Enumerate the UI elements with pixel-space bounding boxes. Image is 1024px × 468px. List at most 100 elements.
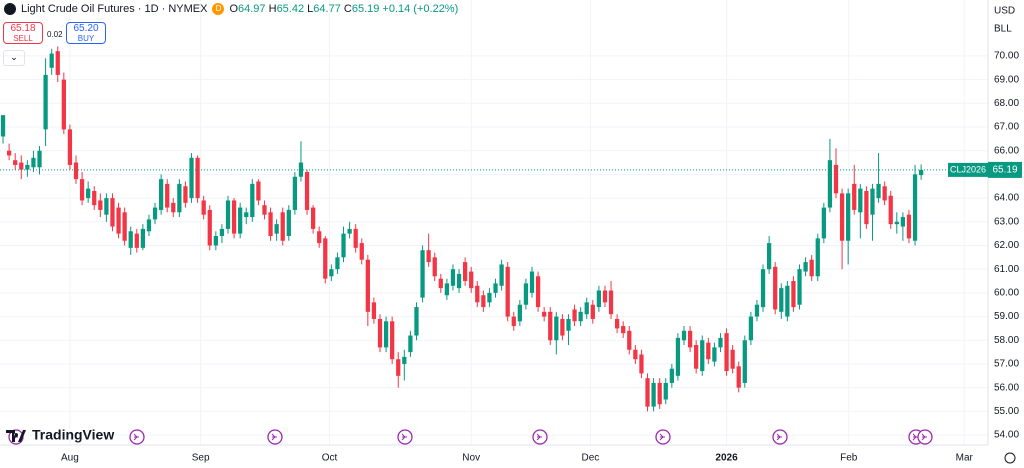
candle-body [499, 264, 504, 286]
candle-body [104, 198, 109, 215]
candle-body [882, 186, 887, 201]
candle-body [821, 207, 826, 239]
candle-body [152, 207, 158, 220]
candle-body [742, 340, 747, 383]
candle-body [590, 304, 595, 319]
candle-body [487, 292, 492, 303]
candle-body [213, 236, 218, 246]
candle-body [864, 190, 869, 225]
candle-body [19, 162, 24, 170]
x-tick-label: Mar [956, 453, 974, 464]
candle-body [438, 278, 443, 289]
candle-body [663, 382, 668, 400]
y-tick-label: 67.00 [994, 122, 1019, 133]
candle-body [858, 188, 863, 213]
candle-body [621, 326, 626, 334]
candle-body [6, 150, 12, 156]
candle-body [396, 359, 401, 376]
y-tick-label: 64.00 [994, 193, 1019, 204]
candle-body [55, 51, 60, 75]
candle-body [61, 79, 66, 130]
currency: USD [994, 6, 1015, 17]
sell-label: SELL [13, 34, 33, 43]
candle-body [219, 228, 225, 237]
buy-label: BUY [77, 34, 95, 43]
change: +0.14 (+0.22%) [382, 3, 459, 15]
candle-body [207, 209, 212, 246]
x-tick-label: 2026 [715, 453, 738, 464]
y-tick-label: 55.00 [994, 406, 1019, 417]
candle-body [225, 200, 231, 229]
event-arrow [536, 433, 542, 441]
candle-body [493, 283, 498, 293]
y-tick-label: 54.00 [994, 430, 1019, 441]
candle-body [292, 176, 298, 210]
candle-body [146, 219, 152, 232]
candle-body [687, 330, 693, 348]
candle-body [627, 330, 632, 350]
candle-body [304, 172, 310, 210]
event-arrow [401, 433, 407, 441]
candle-body [341, 233, 346, 258]
ohlc-value: 64.97 [238, 3, 266, 15]
candle-body [244, 212, 249, 218]
candle-body [262, 205, 267, 215]
candle-body [596, 290, 602, 308]
x-tick-label: Feb [840, 453, 858, 464]
candle-body [852, 183, 857, 210]
y-tick-label: 62.00 [994, 240, 1019, 251]
candle-body [809, 259, 814, 277]
candle-body [608, 290, 614, 315]
candle-body [158, 179, 164, 210]
candle-body [329, 269, 334, 277]
ohlc: O64.97 H65.42 L64.77 C65.19 +0.14 (+0.22… [229, 3, 458, 15]
candle-body [110, 198, 115, 227]
candle-body [323, 238, 328, 279]
candle-body [602, 290, 608, 303]
y-tick-label: 68.00 [994, 98, 1019, 109]
legend-header: Light Crude Oil Futures · 1D · NYMEX D O… [4, 3, 458, 15]
candle-body [231, 200, 237, 234]
candle-body [815, 238, 820, 277]
flag: D [212, 3, 225, 15]
sell-button[interactable]: 65.18 SELL [3, 22, 43, 44]
settings-icon[interactable] [1004, 452, 1016, 464]
candle-body [444, 283, 450, 296]
price-tag-price: 65.19 [992, 165, 1017, 176]
candle-body [274, 224, 279, 234]
candle-body [839, 193, 845, 241]
event-arrow [776, 433, 782, 441]
collapse-button[interactable]: ⌄ [3, 50, 25, 66]
candle-body [383, 321, 389, 348]
candle-body [797, 269, 802, 305]
candle-body [791, 281, 796, 308]
candle-body [79, 179, 85, 201]
y-tick-label: 58.00 [994, 335, 1019, 346]
event-arrow [133, 433, 139, 441]
candle-body [900, 217, 906, 227]
symbol-icon [4, 3, 16, 15]
candle-body [712, 347, 717, 362]
price-tag-symbol-bg [948, 162, 988, 177]
x-tick-label: Nov [462, 453, 480, 464]
candle-body [43, 74, 48, 130]
candle-body [456, 273, 462, 289]
candle-body [317, 231, 322, 244]
candle-body [633, 349, 638, 360]
x-tick-label: Sep [192, 453, 210, 464]
event-arrow [271, 433, 277, 441]
candle-body [833, 164, 839, 194]
candle-body [876, 183, 881, 199]
candle-body [906, 214, 912, 239]
candle-body [462, 262, 468, 282]
spread: 0.02 [47, 30, 63, 39]
candle-body [912, 174, 918, 241]
buy-button[interactable]: 65.20 BUY [66, 22, 106, 44]
event-markers [8, 429, 933, 445]
ohlc-value: 65.42 [276, 3, 305, 15]
candle-body [785, 285, 790, 317]
candle-body [165, 183, 170, 208]
candle-body [675, 337, 681, 376]
y-tick-label: 70.00 [994, 51, 1019, 62]
price-tag-bg [988, 161, 1022, 178]
